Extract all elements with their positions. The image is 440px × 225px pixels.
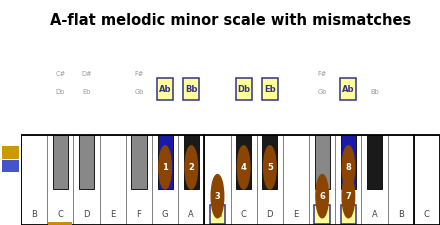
Circle shape bbox=[211, 175, 224, 218]
Text: Eb: Eb bbox=[82, 89, 91, 95]
FancyBboxPatch shape bbox=[314, 205, 330, 224]
Bar bbox=[414, 135, 440, 225]
Text: 7: 7 bbox=[345, 192, 351, 201]
Text: F: F bbox=[320, 210, 325, 219]
Circle shape bbox=[159, 146, 172, 189]
Text: A: A bbox=[372, 210, 378, 219]
Text: C: C bbox=[58, 210, 63, 219]
Circle shape bbox=[342, 146, 355, 189]
Bar bbox=[315, 135, 330, 189]
Bar bbox=[48, 135, 73, 225]
Bar bbox=[152, 135, 178, 225]
Bar bbox=[236, 135, 251, 189]
Text: C#: C# bbox=[55, 71, 66, 77]
Text: Eb: Eb bbox=[264, 85, 275, 94]
FancyBboxPatch shape bbox=[209, 205, 225, 224]
Bar bbox=[388, 135, 414, 225]
Bar bbox=[231, 135, 257, 225]
Bar bbox=[131, 135, 147, 189]
Text: Ab: Ab bbox=[342, 85, 355, 94]
Text: E: E bbox=[293, 210, 299, 219]
Bar bbox=[21, 135, 48, 225]
Text: 6: 6 bbox=[319, 192, 325, 201]
FancyBboxPatch shape bbox=[262, 78, 278, 100]
Bar bbox=[73, 135, 100, 225]
Bar bbox=[283, 135, 309, 225]
Text: 8: 8 bbox=[345, 163, 351, 172]
Text: A: A bbox=[188, 210, 194, 219]
Bar bbox=[79, 135, 94, 189]
Text: Bb: Bb bbox=[370, 89, 379, 95]
Text: Db: Db bbox=[56, 89, 65, 95]
FancyBboxPatch shape bbox=[340, 78, 356, 100]
Bar bbox=[53, 135, 68, 189]
Text: 1: 1 bbox=[162, 163, 168, 172]
Circle shape bbox=[185, 146, 198, 189]
Text: F: F bbox=[136, 210, 141, 219]
Circle shape bbox=[237, 146, 250, 189]
FancyBboxPatch shape bbox=[183, 78, 199, 100]
Text: D: D bbox=[83, 210, 90, 219]
Bar bbox=[309, 135, 335, 225]
Text: Db: Db bbox=[237, 85, 250, 94]
Text: 4: 4 bbox=[241, 163, 246, 172]
Bar bbox=[21, 135, 440, 225]
Bar bbox=[204, 135, 231, 225]
Text: basicmusictheory.com: basicmusictheory.com bbox=[8, 81, 13, 135]
Text: D: D bbox=[267, 210, 273, 219]
Bar bbox=[2, 160, 19, 172]
Text: M: M bbox=[214, 210, 221, 219]
Bar bbox=[158, 135, 173, 189]
Bar bbox=[126, 135, 152, 225]
Bar bbox=[367, 135, 382, 189]
FancyBboxPatch shape bbox=[157, 78, 173, 100]
Circle shape bbox=[342, 175, 355, 218]
Text: Gb: Gb bbox=[134, 89, 143, 95]
FancyBboxPatch shape bbox=[341, 205, 356, 224]
Text: Ab: Ab bbox=[159, 85, 171, 94]
Bar bbox=[362, 135, 388, 225]
Bar bbox=[335, 135, 362, 225]
Bar bbox=[341, 135, 356, 189]
Bar bbox=[2, 146, 19, 159]
Text: A-flat melodic minor scale with mismatches: A-flat melodic minor scale with mismatch… bbox=[50, 13, 411, 28]
Text: G: G bbox=[162, 210, 169, 219]
Bar bbox=[262, 135, 278, 189]
Text: B: B bbox=[398, 210, 403, 219]
Text: F#: F# bbox=[318, 71, 327, 77]
Text: D#: D# bbox=[81, 71, 92, 77]
Text: B: B bbox=[31, 210, 37, 219]
Bar bbox=[99, 135, 126, 225]
Text: 5: 5 bbox=[267, 163, 273, 172]
Text: Gb: Gb bbox=[318, 89, 327, 95]
Text: E: E bbox=[110, 210, 115, 219]
Bar bbox=[257, 135, 283, 225]
Text: F#: F# bbox=[134, 71, 143, 77]
Text: Bb: Bb bbox=[185, 85, 198, 94]
Circle shape bbox=[316, 175, 329, 218]
FancyBboxPatch shape bbox=[235, 78, 252, 100]
Circle shape bbox=[264, 146, 276, 189]
Text: 2: 2 bbox=[188, 163, 194, 172]
Text: C: C bbox=[241, 210, 246, 219]
Text: G: G bbox=[345, 210, 352, 219]
Bar bbox=[178, 135, 204, 225]
Text: 3: 3 bbox=[215, 192, 220, 201]
Bar bbox=[183, 135, 199, 189]
Text: C: C bbox=[424, 210, 430, 219]
